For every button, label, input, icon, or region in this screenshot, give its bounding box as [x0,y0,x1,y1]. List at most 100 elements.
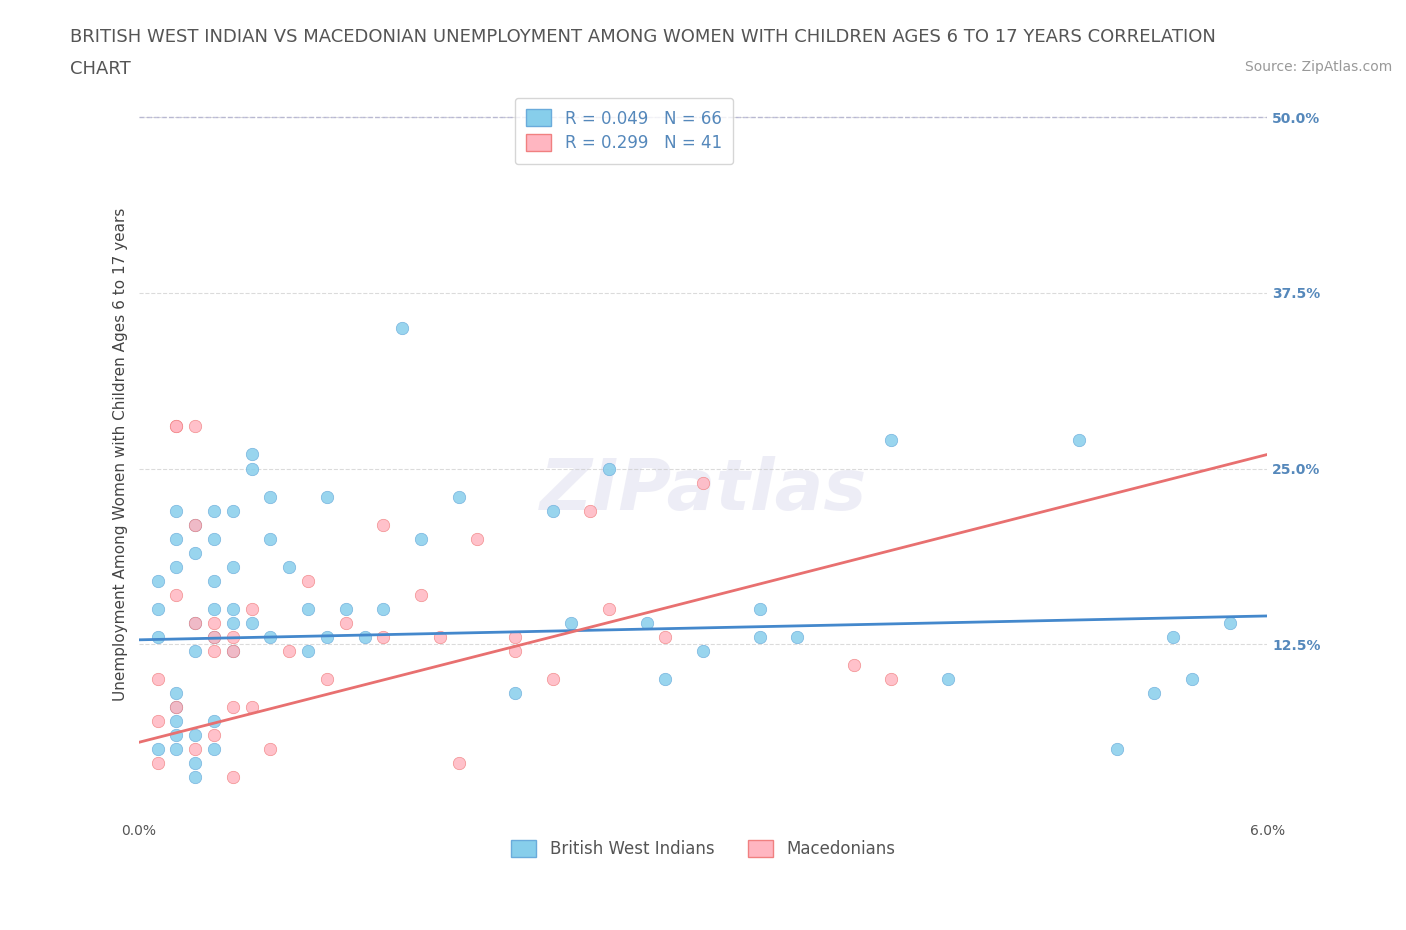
Point [202,503,225,518]
Point [184,517,207,532]
Point [222,503,245,518]
Legend: British West Indians, Macedonians: British West Indians, Macedonians [499,828,907,870]
Point [146,602,169,617]
Point [692,644,714,658]
Text: Source: ZipAtlas.com: Source: ZipAtlas.com [1244,60,1392,74]
Point [184,644,207,658]
Text: CHART: CHART [70,60,131,78]
Point [409,588,432,603]
Point [373,630,395,644]
Point [146,574,169,589]
Point [1143,685,1166,700]
Y-axis label: Unemployment Among Women with Children Ages 6 to 17 years: Unemployment Among Women with Children A… [114,207,128,701]
Point [259,531,281,546]
Point [184,742,207,757]
Point [166,685,188,700]
Point [598,602,620,617]
Point [335,602,357,617]
Point [166,742,188,757]
Point [936,671,959,686]
Point [1069,433,1091,448]
Point [353,630,375,644]
Point [166,714,188,729]
Point [184,756,207,771]
Point [1181,671,1204,686]
Point [202,644,225,658]
Point [184,418,207,433]
Point [146,756,169,771]
Point [409,531,432,546]
Point [278,644,301,658]
Point [184,517,207,532]
Point [467,531,489,546]
Point [654,630,676,644]
Point [222,630,245,644]
Point [166,418,188,433]
Point [240,461,263,476]
Point [579,503,602,518]
Point [259,742,281,757]
Point [391,321,413,336]
Point [166,588,188,603]
Point [146,742,169,757]
Point [748,630,770,644]
Point [1105,742,1128,757]
Point [166,503,188,518]
Point [541,671,564,686]
Point [429,630,451,644]
Point [166,728,188,743]
Point [503,644,526,658]
Point [748,602,770,617]
Point [202,714,225,729]
Point [316,630,339,644]
Point [240,616,263,631]
Point [503,685,526,700]
Point [335,616,357,631]
Point [202,531,225,546]
Point [373,602,395,617]
Point [202,602,225,617]
Point [166,559,188,574]
Point [1219,616,1241,631]
Point [202,630,225,644]
Point [202,742,225,757]
Point [222,559,245,574]
Point [222,644,245,658]
Point [202,574,225,589]
Point [654,671,676,686]
Point [184,616,207,631]
Point [259,489,281,504]
Point [786,630,808,644]
Point [184,545,207,560]
Point [202,616,225,631]
Point [146,714,169,729]
Point [222,770,245,785]
Point [166,418,188,433]
Point [222,602,245,617]
Point [1161,630,1184,644]
Point [447,489,470,504]
Point [240,699,263,714]
Point [222,699,245,714]
Point [240,447,263,462]
Point [447,756,470,771]
Point [202,728,225,743]
Point [373,517,395,532]
Point [316,489,339,504]
Point [222,616,245,631]
Point [146,630,169,644]
Point [297,644,319,658]
Point [184,616,207,631]
Point [880,433,903,448]
Point [166,531,188,546]
Point [202,630,225,644]
Point [503,630,526,644]
Text: ZIPatlas: ZIPatlas [540,457,866,525]
Point [166,699,188,714]
Point [184,728,207,743]
Point [240,602,263,617]
Point [842,658,865,672]
Point [222,644,245,658]
Point [297,602,319,617]
Point [278,559,301,574]
